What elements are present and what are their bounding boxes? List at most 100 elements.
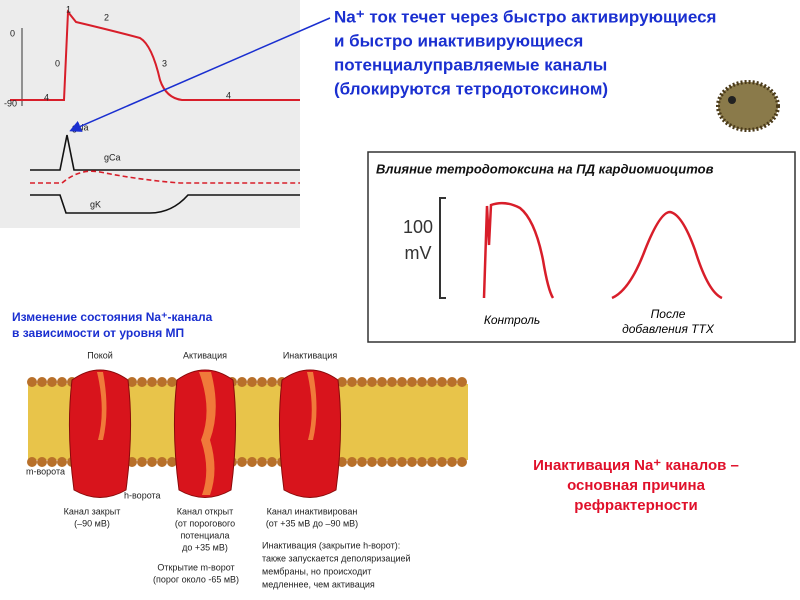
lipid-head [257,377,267,387]
lipid-head [47,457,57,467]
curve-label: После [651,307,686,321]
lipid-head [457,377,467,387]
caption: (от порогового [175,518,235,528]
lipid-head [347,457,357,467]
ap-panel: 1 2 0 3 4 4 0 -90 gNa gCa gK [0,0,300,228]
conclusion: Инактивация Na⁺ каналов – основная причи… [533,457,739,514]
note: Инактивация (закрытие h-ворот): [262,540,400,550]
note: медленнее, чем активация [262,579,375,589]
current-label: gCa [104,152,121,162]
box-title: Влияние тетродотоксина на ПД кардиомиоци… [376,161,714,176]
lipid-head [157,377,167,387]
lipid-head [147,457,157,467]
lipid-head [427,457,437,467]
note: также запускается деполяризацией [262,553,411,563]
axis-label: 0 [10,28,15,38]
caption: (–90 мВ) [74,518,110,528]
state-label: Инактивация [283,350,338,360]
note: (порог около -65 мВ) [153,574,239,584]
pufferfish [716,80,780,132]
lipid-head [397,457,407,467]
heading-line: потенциалуправляемые каналы [334,55,607,74]
heading-line: (блокируются тетродотоксином) [334,79,608,98]
lipid-head [267,457,277,467]
lipid-head [37,457,47,467]
lipid-head [247,377,257,387]
lipid-head [387,377,397,387]
lipid-head [57,377,67,387]
scale-label: 100 [403,217,433,237]
curve-label: добавления TTX [622,322,715,336]
lipid-head [47,377,57,387]
conclusion-line: основная причина [567,477,706,494]
heading-line: Na⁺ ток течет через быстро активирующиес… [334,7,716,26]
lipid-head [397,377,407,387]
heading: Na⁺ ток течет через быстро активирующиес… [334,7,716,98]
lipid-head [267,377,277,387]
lipid-head [167,377,177,387]
lipid-head [27,457,37,467]
channel-pore [307,372,317,440]
lipid-head [447,377,457,387]
state-label: Покой [87,350,113,360]
lipid-head [447,457,457,467]
lipid-head [157,457,167,467]
lipid-head [377,377,387,387]
current-label: gK [90,199,101,209]
lipid-head [407,457,417,467]
lipid-head [377,457,387,467]
lipid-head [387,457,397,467]
lipid-head [407,377,417,387]
lipid-head [457,457,467,467]
channel-pore [199,372,216,495]
lipid-head [137,377,147,387]
lipid-head [237,457,247,467]
lipid-head [127,377,137,387]
state-label: Активация [183,350,227,360]
lipid-head [417,377,427,387]
conclusion-line: Инактивация Na⁺ каналов – [533,457,739,474]
caption: (от +35 мВ до –90 мВ) [266,518,358,528]
axis-label: -90 [4,98,17,108]
section-title: Изменение состояния Na⁺-канала [12,310,213,324]
lipid-head [247,457,257,467]
caption: Канал открыт [177,506,233,516]
lipid-head [27,377,37,387]
lipid-head [427,377,437,387]
caption: потенциала [180,530,229,540]
gate-label: m-ворота [26,466,65,476]
lipid-head [437,377,447,387]
phase: 1 [66,4,71,14]
lipid-head [237,377,247,387]
note: Открытие m-ворот [157,562,234,572]
channel-labels: Покой Активация Инактивация m-ворота h-в… [26,350,411,589]
phase: 4 [44,92,49,102]
lipid-head [137,457,147,467]
lipid-head [337,377,347,387]
lipid-head [357,377,367,387]
lipid-head [367,377,377,387]
lipid-head [257,457,267,467]
pointer-arrow [69,17,331,132]
channel-pore [97,372,107,440]
scale-label: mV [405,243,432,263]
phase: 3 [162,58,167,68]
lipid-head [347,377,357,387]
phase: 4 [226,90,231,100]
phase: 2 [104,12,109,22]
membrane [27,369,468,498]
caption: Канал инактивирован [267,506,358,516]
note: мембраны, но происходит [262,566,371,576]
caption: Канал закрыт [64,506,121,516]
caption: до +35 мВ) [182,542,228,552]
ttx-box: Влияние тетродотоксина на ПД кардиомиоци… [367,151,796,343]
lipid-head [57,457,67,467]
lipid-head [357,457,367,467]
section-title: в зависимости от уровня МП [12,326,184,340]
lipid-head [437,457,447,467]
phase: 0 [55,58,60,68]
lipid-head [167,457,177,467]
lipid-head [367,457,377,467]
lipid-head [37,377,47,387]
